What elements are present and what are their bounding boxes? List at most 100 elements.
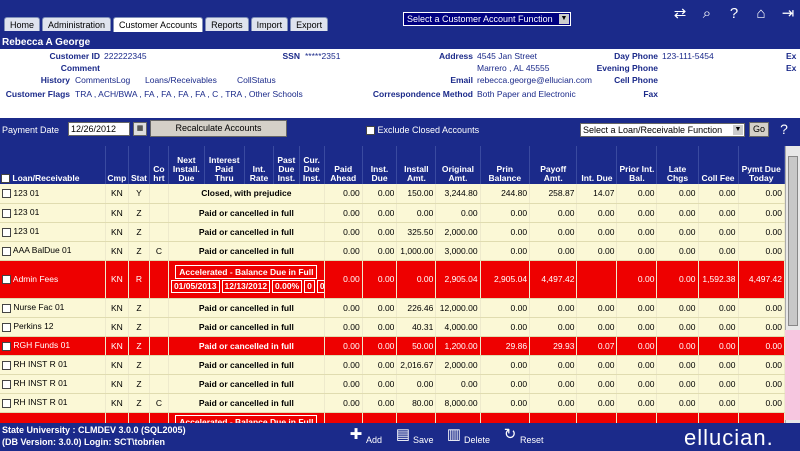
row-checkbox[interactable] [2, 341, 11, 351]
loan-name[interactable]: AAA BalDue 01 [12, 245, 72, 256]
loan-name[interactable]: RH INST R 01 [13, 359, 68, 370]
loan-name[interactable]: Nurse Fac 01 [13, 302, 65, 313]
column-header: Inst. Due [362, 146, 398, 184]
row-checkbox[interactable] [2, 303, 11, 313]
loan-name-cell[interactable]: RH INST R 01 [0, 393, 106, 413]
row-checkbox[interactable] [2, 360, 11, 370]
calendar-icon[interactable]: ▦ [133, 122, 147, 136]
tab-customer-accounts[interactable]: Customer Accounts [113, 17, 204, 32]
help-icon[interactable]: ? [729, 5, 739, 22]
row-checkbox[interactable] [2, 322, 11, 332]
delete-button[interactable]: ▥ Delete [444, 425, 490, 445]
customer-account-function-select[interactable]: Select a Customer Account Function ▼ [403, 12, 571, 26]
amount-cell: 0.00 [738, 393, 785, 413]
tab-export[interactable]: Export [290, 17, 329, 31]
row-checkbox[interactable] [2, 379, 11, 389]
table-row[interactable]: RGH Funds 01 KN Z Paid or cancelled in full… [0, 336, 785, 356]
loan-name-cell[interactable]: Admin Fees [0, 260, 106, 299]
cohrt-cell [149, 184, 169, 204]
loan-name-cell[interactable]: 123 01 [0, 184, 106, 204]
scrollbar-thumb[interactable] [788, 156, 798, 326]
reset-button[interactable]: ↻ Reset [500, 425, 544, 445]
help-icon[interactable]: ? [780, 121, 788, 137]
select-all-checkbox[interactable] [1, 174, 10, 183]
address-line2: Marrero , AL 45555 [477, 63, 550, 73]
amount-cell: 0.00 [616, 222, 658, 242]
save-button[interactable]: ▤ Save [393, 425, 434, 445]
table-row[interactable]: RH INST R 01 KN Z Paid or cancelled in full… [0, 355, 785, 375]
loan-name-cell[interactable]: Nurse Fac 01 [0, 298, 106, 318]
amount-cell: 0.00 [656, 336, 699, 356]
day-phone-label: Day Phone [614, 51, 658, 61]
row-checkbox[interactable] [2, 189, 11, 199]
column-header-label: Pymt Due Today [741, 164, 781, 183]
exclude-closed-checkbox[interactable] [366, 126, 375, 136]
loan-name-cell[interactable]: AAA BalDue 01 [0, 241, 106, 261]
amount-cell [529, 412, 578, 423]
column-header: Paid Ahead [324, 146, 363, 184]
row-checkbox[interactable] [2, 398, 11, 408]
row-checkbox[interactable] [2, 275, 11, 285]
loan-name[interactable]: RH INST R 01 [13, 378, 68, 389]
column-header: Cmp [105, 146, 129, 184]
loan-name[interactable]: Perkins 12 [13, 321, 54, 332]
add-button[interactable]: ✚ Add [346, 425, 382, 445]
loan-name-cell[interactable]: Perkins 12 [0, 317, 106, 337]
amount-cell: 0.00 [738, 317, 785, 337]
binoculars-icon[interactable]: ⌕ [702, 5, 712, 22]
tab-reports[interactable]: Reports [205, 17, 249, 31]
amount-cell: 4,497.42 [738, 260, 785, 299]
amount-cell: 8,000.00 [435, 393, 481, 413]
loan-name[interactable]: 123 01 [13, 207, 40, 218]
recalculate-accounts-button[interactable]: Recalculate Accounts [150, 120, 287, 137]
history-link-loans-receivables[interactable]: Loans/Receivables [145, 75, 217, 85]
table-row[interactable]: Nurse Fac 01 KN Z Paid or cancelled in full… [0, 298, 785, 318]
go-button[interactable]: Go [749, 122, 769, 137]
amount-cell: 0.07 [576, 336, 618, 356]
amount-cell: 0.00 [396, 374, 437, 394]
row-checkbox[interactable] [2, 246, 11, 256]
history-link-collstatus[interactable]: CollStatus [237, 75, 276, 85]
ssn-label: SSN [282, 51, 300, 61]
exit-icon[interactable]: ⇥ [781, 5, 795, 22]
table-row[interactable]: AAA BalDue 01 KN Z C Paid or cancelled in fu… [0, 241, 785, 261]
loan-name-cell[interactable]: 123 01 [0, 222, 106, 242]
comment-label: Comment [60, 63, 100, 73]
column-header-label: Inst. Due [370, 164, 389, 183]
table-row[interactable]: RH INST R 01 KN Z Paid or cancelled in full… [0, 374, 785, 394]
amount-cell: 0.00 [576, 298, 618, 318]
cohrt-cell [149, 336, 169, 356]
loan-name[interactable]: Admin Fees [12, 273, 59, 284]
amount-cell: 0.00 [324, 203, 363, 223]
table-row[interactable]: 123 01 KN Z Paid or cancelled in full 0.00 0.… [0, 203, 785, 223]
loan-name[interactable]: 123 01 [13, 188, 40, 199]
tab-home[interactable]: Home [4, 17, 41, 31]
history-link-commentslog[interactable]: CommentsLog [75, 75, 131, 85]
table-row[interactable]: Accelerated - Balance Due in Full [0, 412, 785, 423]
tab-administration[interactable]: Administration [42, 17, 112, 31]
table-row[interactable]: RH INST R 01 KN Z C Paid or cancelled in ful… [0, 393, 785, 413]
loan-name[interactable]: RH INST R 01 [13, 397, 68, 408]
table-row[interactable]: 123 01 KN Z Paid or cancelled in full 0.00 0.… [0, 222, 785, 242]
transfer-icon[interactable]: ⇄ [673, 5, 687, 22]
loan-receivable-function-select[interactable]: Select a Loan/Receivable Function ▼ [580, 123, 745, 137]
loan-name[interactable]: 123 01 [13, 226, 40, 237]
loan-name-cell[interactable] [0, 412, 106, 423]
row-checkbox[interactable] [2, 208, 11, 218]
stat-cell: Z [128, 222, 151, 242]
table-row[interactable]: 123 01 KN Y Closed, with prejudice 0.00 0.00 1… [0, 184, 785, 204]
tab-import[interactable]: Import [250, 17, 289, 31]
loan-name-cell[interactable]: RH INST R 01 [0, 374, 106, 394]
loan-name-cell[interactable]: RH INST R 01 [0, 355, 106, 375]
table-header-row: Loan/Receivable Cmp Stat Co hrt Next Install… [0, 146, 785, 184]
loan-name-cell[interactable]: RGH Funds 01 [0, 336, 106, 356]
loan-name[interactable]: RGH Funds 01 [13, 340, 71, 351]
table-row[interactable]: Perkins 12 KN Z Paid or cancelled in full 0.… [0, 317, 785, 337]
amount-cell: 0.00 [698, 317, 739, 337]
loan-name-cell[interactable]: 123 01 [0, 203, 106, 223]
table-row[interactable]: Admin Fees KN R Accelerated - Balance Due i… [0, 260, 785, 299]
row-checkbox[interactable] [2, 227, 11, 237]
amount-cell: 0.00 [362, 317, 398, 337]
home-icon[interactable]: ⌂ [756, 5, 766, 22]
payment-date-input[interactable]: 12/26/2012 [68, 122, 130, 136]
